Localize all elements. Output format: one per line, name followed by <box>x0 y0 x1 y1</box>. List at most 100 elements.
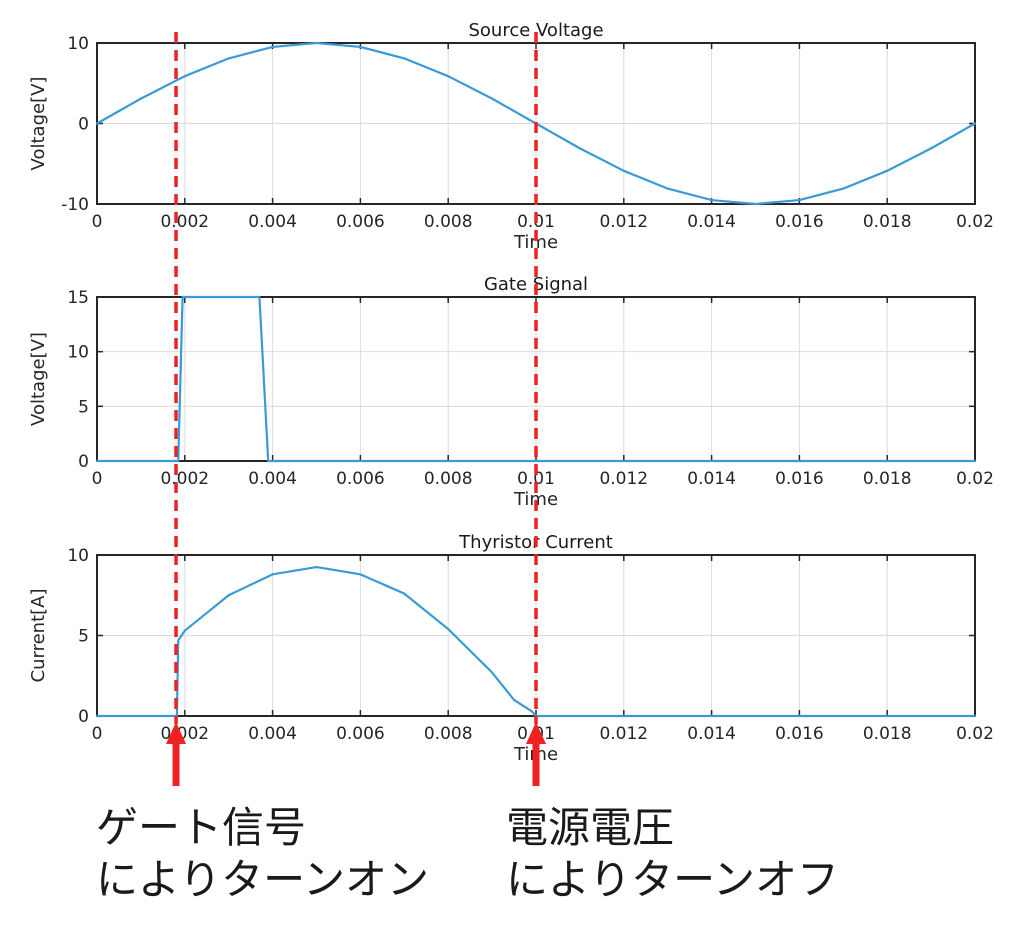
data-point <box>973 714 977 718</box>
data-point <box>491 671 494 674</box>
data-point <box>622 169 625 172</box>
x-tick-label: 0.012 <box>599 469 648 489</box>
y-tick-label: 15 <box>67 288 89 308</box>
annotation-line-2: によりターンオフ <box>506 855 839 904</box>
x-tick-label: 0 <box>92 724 103 744</box>
arrow-head-icon <box>166 722 187 744</box>
data-point <box>530 710 533 713</box>
data-point <box>181 295 184 299</box>
annotation-line-2: によりターンオン <box>96 855 429 904</box>
data-point <box>403 592 406 595</box>
arrow-head-icon <box>526 722 546 744</box>
data-point <box>177 639 180 642</box>
y-tick-label: 5 <box>78 627 89 647</box>
x-tick-label: 0.016 <box>775 212 824 232</box>
y-tick-label: 5 <box>78 397 89 417</box>
x-tick-label: 0.02 <box>956 469 994 489</box>
data-point <box>139 97 142 100</box>
x-tick-label: 0 <box>92 212 103 232</box>
y-tick-label: 0 <box>78 115 89 135</box>
x-tick-label: 0.018 <box>863 212 912 232</box>
x-tick-label: 0.006 <box>336 212 385 232</box>
data-point <box>973 122 977 125</box>
data-point <box>271 573 274 576</box>
panel-thyristor-current: 00.0020.0040.0060.0080.010.0120.0140.016… <box>28 532 994 765</box>
data-point <box>578 147 582 150</box>
x-tick-label: 0.002 <box>160 212 209 232</box>
data-point <box>258 295 261 299</box>
data-point <box>315 41 318 45</box>
x-tick-label: 0.004 <box>248 724 297 744</box>
y-tick-label: 10 <box>67 546 89 566</box>
x-tick-label: 0.008 <box>424 469 473 489</box>
data-point <box>177 459 180 463</box>
x-tick-label: 0.008 <box>424 724 473 744</box>
y-axis-label: Current[A] <box>28 589 49 683</box>
x-tick-label: 0.012 <box>599 724 648 744</box>
x-tick-label: 0.008 <box>424 212 473 232</box>
panel-source-voltage: 00.0020.0040.0060.0080.010.0120.0140.016… <box>28 20 994 253</box>
data-point <box>267 459 270 463</box>
data-point <box>886 169 889 172</box>
data-point <box>491 97 494 100</box>
data-point <box>447 627 450 631</box>
data-point <box>359 573 362 576</box>
x-tick-label: 0.006 <box>336 724 385 744</box>
x-tick-label: 0.016 <box>775 469 824 489</box>
data-point <box>183 75 186 78</box>
data-point <box>754 202 757 206</box>
data-point <box>512 698 516 702</box>
y-tick-label: -10 <box>61 195 89 215</box>
data-point <box>227 57 230 60</box>
x-tick-label: 0.016 <box>775 724 824 744</box>
x-tick-label: 0.012 <box>599 212 648 232</box>
x-tick-label: 0.004 <box>248 212 297 232</box>
panel-gate-signal: 0 0.002 0.004 0.006 0.008 0.01 0.012 0.014 0.016… <box>28 274 994 510</box>
x-tick-label: 0.014 <box>687 212 736 232</box>
x-axis-label: Time <box>513 489 558 510</box>
data-point <box>798 198 801 202</box>
data-point <box>227 594 230 597</box>
x-tick-label: 0.02 <box>956 724 994 744</box>
x-axis-label: Time <box>513 232 558 253</box>
y-tick-label: 10 <box>67 343 89 363</box>
annotation-line-1: ゲート信号 <box>96 803 306 852</box>
subplots: 0 0.002 0.004 0.006 0.008 0.01 0.012 0.014 0.016… <box>28 20 994 765</box>
data-point <box>842 187 845 190</box>
data-point <box>95 122 99 125</box>
x-tick-label: 0.01 <box>517 469 555 489</box>
x-tick-label: 0.002 <box>160 469 209 489</box>
data-point <box>95 459 99 463</box>
data-point <box>95 714 99 718</box>
data-point <box>930 147 933 150</box>
data-point <box>666 187 669 190</box>
x-tick-label: 0.014 <box>687 469 736 489</box>
data-point <box>403 57 406 60</box>
x-tick-label: 0.018 <box>863 469 912 489</box>
annotation-line-1: 電源電圧 <box>506 803 674 852</box>
data-point <box>315 565 318 569</box>
y-axis-label: Voltage[V] <box>28 77 49 171</box>
panel-title: Source Voltage <box>468 20 603 41</box>
x-tick-label: 0.018 <box>863 724 912 744</box>
data-point <box>183 629 186 632</box>
x-tick-label: 0.004 <box>248 469 297 489</box>
data-point <box>710 198 713 202</box>
y-axis-label: Voltage[V] <box>28 332 49 426</box>
data-point <box>271 45 274 49</box>
x-tick-label: 0 <box>92 469 103 489</box>
data-point <box>359 45 362 49</box>
y-tick-label: 0 <box>78 707 89 727</box>
data-point <box>973 459 977 463</box>
y-tick-label: 10 <box>67 34 89 54</box>
x-tick-label: 0.014 <box>687 724 736 744</box>
y-tick-label: 0 <box>78 452 89 472</box>
series-line <box>97 295 975 463</box>
data-point <box>447 75 450 78</box>
x-tick-label: 0.006 <box>336 469 385 489</box>
x-tick-label: 0.02 <box>956 212 994 232</box>
